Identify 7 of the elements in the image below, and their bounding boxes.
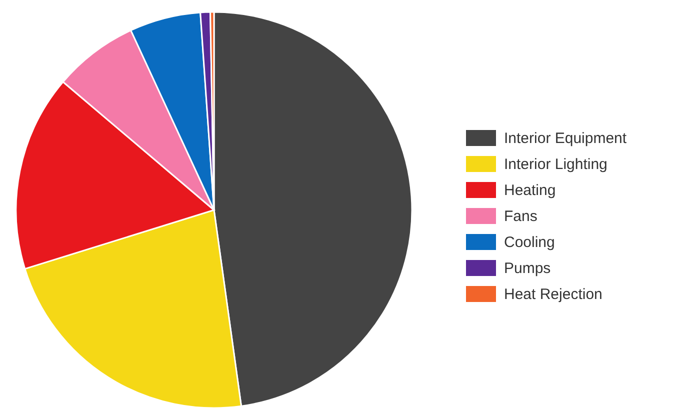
legend-label: Heating — [504, 182, 556, 199]
legend-label: Interior Lighting — [504, 156, 608, 173]
legend-label: Interior Equipment — [504, 130, 628, 147]
legend-label: Heat Rejection — [504, 286, 602, 303]
legend-label: Cooling — [504, 234, 555, 251]
legend-label: Fans — [504, 208, 538, 225]
legend-label: Pumps — [504, 260, 551, 277]
